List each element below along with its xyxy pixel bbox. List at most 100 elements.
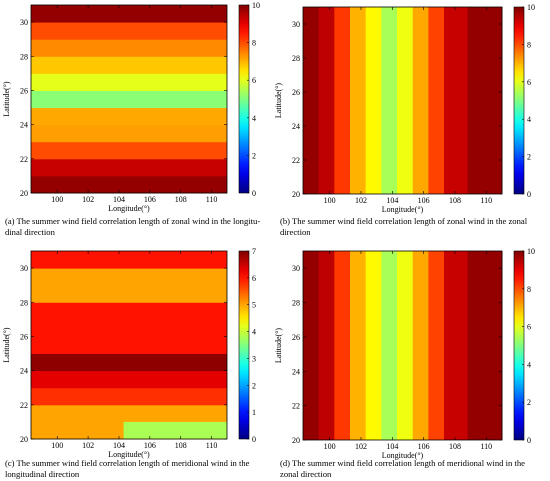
caption-b: (b) The summer wind field correlation le… [280, 216, 528, 237]
x-tick-label: 100 [324, 196, 336, 205]
colorbar-tick-label: 1 [252, 408, 256, 417]
y-axis-label: Latitude(°) [2, 81, 11, 117]
cell-band-3 [350, 7, 367, 194]
cell-band-7 [412, 7, 429, 194]
cell-band-1 [31, 158, 227, 177]
y-axis-label: Latitude(°) [274, 328, 283, 364]
colorbar-tick-label: 6 [527, 78, 531, 87]
y-tick-label: 28 [292, 54, 300, 63]
cell-band-3 [350, 251, 367, 440]
x-tick-label: 106 [144, 195, 156, 204]
cell-band-9 [31, 22, 227, 40]
cell-band-4 [365, 251, 382, 440]
colorbar-tick-label: 2 [527, 153, 531, 162]
colorbar [513, 6, 525, 195]
colorbar-tick-label: 2 [252, 381, 256, 390]
x-tick-label: 106 [144, 441, 156, 450]
panel-b: 100 102 104 106 108 110202224262830Longitude(… [274, 3, 535, 214]
colorbar-tick-label: 4 [252, 328, 256, 337]
cell-band-2 [31, 141, 227, 160]
x-tick-label: 102 [82, 441, 94, 450]
cell-band-1 [31, 404, 227, 423]
x-tick-label: 106 [418, 442, 430, 451]
colorbar-tick-label: 4 [252, 114, 256, 123]
cell-band-3 [31, 124, 227, 143]
y-tick-label: 24 [292, 367, 300, 376]
x-tick-label: 108 [175, 195, 187, 204]
colorbar-tick-label: 0 [527, 190, 531, 199]
cell-band-7 [31, 251, 227, 269]
cell-band-4 [31, 107, 227, 126]
x-tick-label: 108 [449, 196, 461, 205]
y-tick-label: 20 [292, 190, 300, 199]
y-tick-label: 30 [20, 18, 28, 27]
panel-d: 100 102 104 106 108 110202224262830Longitude(… [274, 247, 535, 460]
y-tick-label: 20 [20, 189, 28, 198]
cell-band-6 [31, 268, 227, 303]
x-tick-label: 104 [386, 442, 398, 451]
y-tick-label: 22 [20, 155, 28, 164]
colorbar-tick-label: 4 [527, 360, 531, 369]
cell-band-10 [467, 251, 503, 440]
colorbar-tick-label: 10 [527, 247, 535, 256]
x-tick-label: 104 [113, 441, 125, 450]
y-axis-label: Latitude(°) [274, 83, 283, 119]
y-tick-label: 24 [20, 367, 28, 376]
axes-frame [30, 250, 228, 440]
y-tick-label: 22 [292, 156, 300, 165]
x-axis-label: Longitude(°) [382, 205, 424, 214]
colorbar-tick-label: 8 [527, 40, 531, 49]
x-tick-label: 104 [113, 195, 125, 204]
colorbar-tick-label: 6 [527, 323, 531, 332]
cell-band-6 [31, 73, 227, 91]
cell-band-10 [467, 7, 503, 194]
y-tick-label: 22 [20, 401, 28, 410]
y-tick-label: 28 [20, 298, 28, 307]
cell-band-7 [412, 251, 429, 440]
colorbar [238, 4, 250, 194]
cell-band-5 [31, 302, 227, 355]
x-tick-label: 110 [480, 196, 492, 205]
x-tick-label: 110 [206, 195, 218, 204]
y-tick-label: 30 [292, 20, 300, 29]
caption-c: (c) The summer wind field correlation le… [5, 458, 250, 479]
cell-band-5 [31, 90, 227, 109]
cell-band-5 [381, 251, 398, 440]
y-tick-label: 20 [292, 436, 300, 445]
cell-band-8 [428, 7, 445, 194]
cell-band-10 [31, 5, 227, 23]
caption-a: (a) The summer wind field correlation le… [5, 216, 261, 237]
colorbar-tick-label: 0 [252, 189, 256, 198]
cell-patch [123, 421, 227, 439]
x-axis-label: Longitude(°) [108, 450, 150, 459]
y-tick-label: 26 [292, 333, 300, 342]
x-tick-label: 108 [175, 441, 187, 450]
cell-band-2 [334, 7, 351, 194]
colorbar [513, 250, 525, 441]
cell-band-0 [31, 175, 227, 194]
x-tick-label: 108 [449, 442, 461, 451]
x-tick-label: 100 [51, 195, 63, 204]
colorbar-tick-label: 7 [252, 247, 256, 256]
axes-frame [302, 6, 503, 195]
cell-band-8 [428, 251, 445, 440]
colorbar-tick-label: 10 [527, 3, 535, 12]
cell-band-8 [31, 39, 227, 57]
x-tick-label: 104 [386, 196, 398, 205]
colorbar-tick-label: 0 [252, 435, 256, 444]
colorbar-tick-label: 5 [252, 301, 256, 310]
cell-band-6 [397, 7, 414, 194]
y-tick-label: 26 [20, 332, 28, 341]
cell-band-9 [444, 7, 469, 194]
cell-band-4 [365, 7, 382, 194]
cell-band-2 [31, 387, 227, 406]
cell-band-7 [31, 56, 227, 74]
caption-d: (d) The summer wind field correlation le… [280, 458, 525, 479]
y-tick-label: 26 [20, 86, 28, 95]
x-tick-label: 100 [51, 441, 63, 450]
x-axis-label: Longitude(°) [108, 204, 150, 213]
cell-band-5 [381, 7, 398, 194]
cell-band-9 [444, 251, 469, 440]
x-axis-label: Longitude(°) [382, 451, 424, 460]
